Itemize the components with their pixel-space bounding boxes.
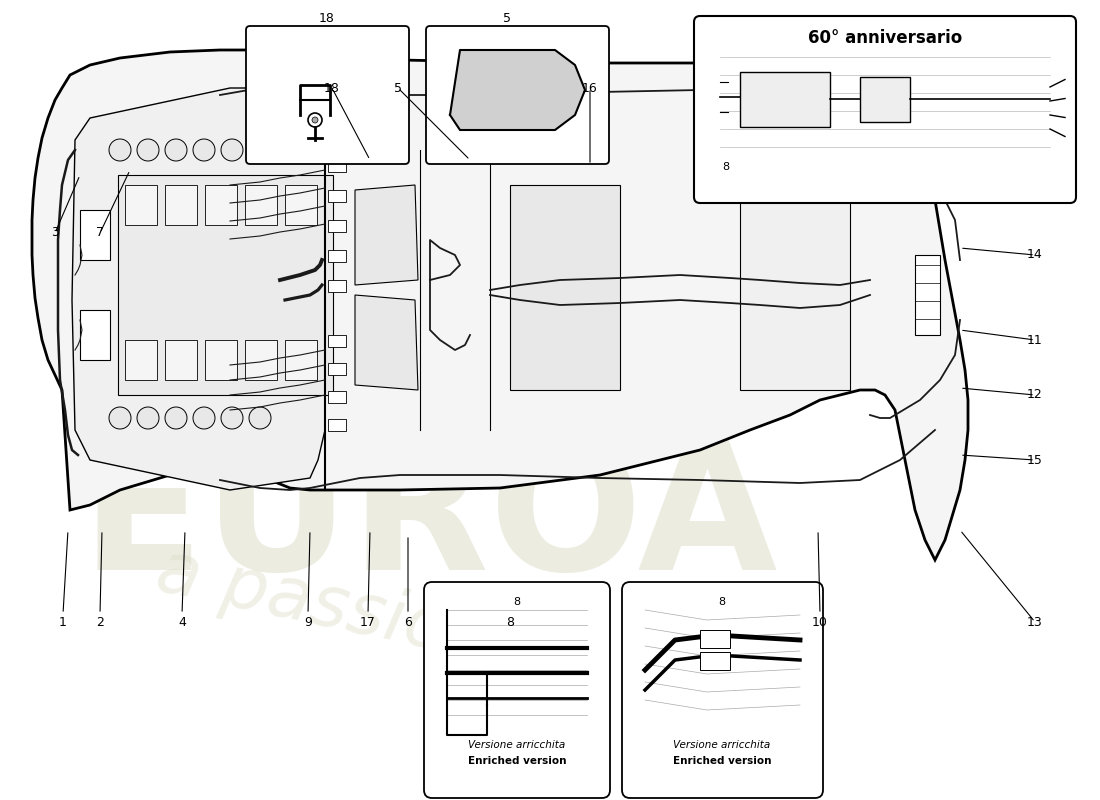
Text: 3: 3 (51, 226, 59, 239)
Bar (740, 72, 830, 127)
Bar (915, 255, 940, 335)
Text: 16: 16 (582, 82, 598, 94)
Bar (328, 335, 346, 347)
Text: 8: 8 (722, 162, 729, 172)
Polygon shape (32, 50, 968, 560)
Bar (245, 340, 277, 380)
Text: Versione arricchita: Versione arricchita (469, 740, 565, 750)
Text: 9: 9 (304, 615, 312, 629)
Bar (328, 250, 346, 262)
Bar (328, 419, 346, 431)
Bar (165, 340, 197, 380)
Bar (285, 340, 317, 380)
Text: 15: 15 (1027, 454, 1043, 466)
Circle shape (165, 139, 187, 161)
Text: 12: 12 (1027, 389, 1043, 402)
Bar (125, 340, 157, 380)
Bar (205, 185, 236, 225)
Bar (80, 210, 110, 260)
Text: 17: 17 (360, 615, 376, 629)
Circle shape (192, 139, 215, 161)
Bar (700, 630, 730, 648)
Text: 14: 14 (1027, 249, 1043, 262)
Text: 1: 1 (59, 615, 67, 629)
Text: Enriched version: Enriched version (468, 756, 566, 766)
Bar (328, 363, 346, 375)
Text: 5: 5 (503, 12, 512, 25)
Bar (328, 220, 346, 232)
Text: 5: 5 (394, 82, 402, 94)
Polygon shape (450, 50, 585, 130)
Text: 6: 6 (404, 615, 411, 629)
Circle shape (221, 407, 243, 429)
Text: 18: 18 (324, 82, 340, 94)
FancyBboxPatch shape (246, 26, 409, 164)
Text: a passion: a passion (150, 536, 499, 675)
Bar (700, 652, 730, 670)
Text: 11: 11 (1027, 334, 1043, 346)
Text: 4: 4 (178, 615, 186, 629)
Circle shape (138, 139, 160, 161)
Text: 8: 8 (514, 597, 520, 607)
Circle shape (249, 407, 271, 429)
Bar (165, 185, 197, 225)
Polygon shape (355, 295, 418, 390)
Polygon shape (72, 88, 324, 490)
Text: 18: 18 (319, 12, 334, 25)
Polygon shape (510, 185, 620, 390)
FancyBboxPatch shape (426, 26, 609, 164)
Bar (118, 175, 333, 395)
Bar (860, 77, 910, 122)
Circle shape (192, 407, 215, 429)
FancyBboxPatch shape (621, 582, 823, 798)
Text: 10: 10 (812, 615, 828, 629)
Circle shape (138, 407, 160, 429)
Text: 60° anniversario: 60° anniversario (807, 29, 962, 47)
Bar (328, 160, 346, 172)
Circle shape (249, 139, 271, 161)
Bar (328, 280, 346, 292)
Bar (125, 185, 157, 225)
FancyBboxPatch shape (694, 16, 1076, 203)
Text: Enriched version: Enriched version (673, 756, 771, 766)
Circle shape (109, 139, 131, 161)
Circle shape (165, 407, 187, 429)
Polygon shape (355, 185, 418, 285)
Bar (328, 190, 346, 202)
Bar (245, 185, 277, 225)
Text: 8: 8 (718, 597, 726, 607)
Text: 7: 7 (96, 226, 104, 239)
Circle shape (312, 117, 318, 123)
Circle shape (109, 407, 131, 429)
Circle shape (221, 139, 243, 161)
Bar (740, 185, 850, 390)
Bar (328, 391, 346, 403)
Text: 2: 2 (96, 615, 103, 629)
Text: EUROA: EUROA (80, 432, 778, 608)
Circle shape (308, 113, 322, 127)
Bar (80, 310, 110, 360)
Text: 8: 8 (506, 615, 514, 629)
Bar (205, 340, 236, 380)
FancyBboxPatch shape (424, 582, 610, 798)
Text: Versione arricchita: Versione arricchita (673, 740, 771, 750)
Bar (285, 185, 317, 225)
Text: 13: 13 (1027, 615, 1043, 629)
